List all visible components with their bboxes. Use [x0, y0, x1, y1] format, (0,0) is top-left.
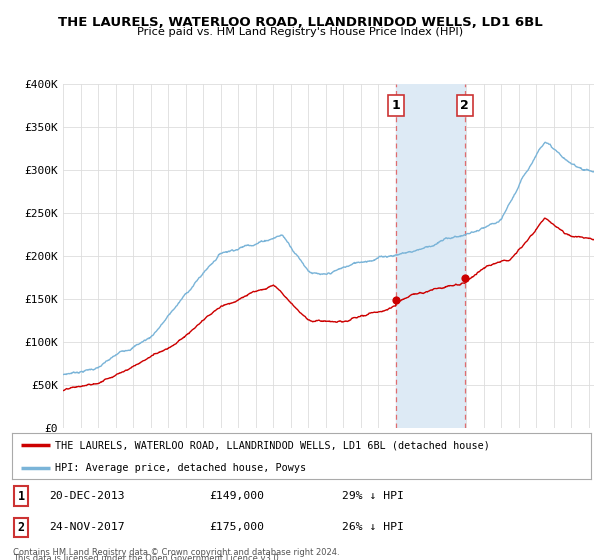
Point — [391, 296, 401, 305]
Text: This data is licensed under the Open Government Licence v3.0.: This data is licensed under the Open Gov… — [13, 554, 281, 560]
Text: 2: 2 — [18, 521, 25, 534]
Text: THE LAURELS, WATERLOO ROAD, LLANDRINDOD WELLS, LD1 6BL: THE LAURELS, WATERLOO ROAD, LLANDRINDOD … — [58, 16, 542, 29]
Text: THE LAURELS, WATERLOO ROAD, LLANDRINDOD WELLS, LD1 6BL (detached house): THE LAURELS, WATERLOO ROAD, LLANDRINDOD … — [55, 440, 490, 450]
Text: 1: 1 — [392, 99, 400, 112]
Text: 26% ↓ HPI: 26% ↓ HPI — [342, 522, 404, 533]
Text: Contains HM Land Registry data © Crown copyright and database right 2024.: Contains HM Land Registry data © Crown c… — [13, 548, 340, 557]
Text: £175,000: £175,000 — [209, 522, 264, 533]
Point — [460, 273, 469, 282]
Text: Price paid vs. HM Land Registry's House Price Index (HPI): Price paid vs. HM Land Registry's House … — [137, 27, 463, 37]
Bar — [396, 84, 464, 428]
Text: 24-NOV-2017: 24-NOV-2017 — [50, 522, 125, 533]
Text: 29% ↓ HPI: 29% ↓ HPI — [342, 491, 404, 501]
Text: £149,000: £149,000 — [209, 491, 264, 501]
Text: 1: 1 — [18, 489, 25, 502]
Text: HPI: Average price, detached house, Powys: HPI: Average price, detached house, Powy… — [55, 463, 307, 473]
Text: 2: 2 — [460, 99, 469, 112]
Text: 20-DEC-2013: 20-DEC-2013 — [50, 491, 125, 501]
